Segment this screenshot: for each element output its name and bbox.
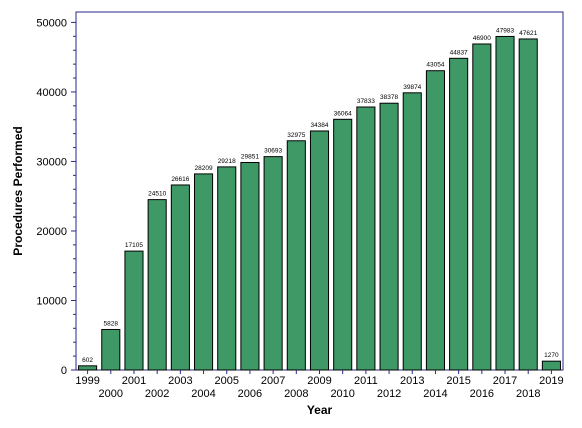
x-tick-label: 2014 bbox=[423, 388, 447, 400]
x-axis-title: Year bbox=[307, 403, 333, 417]
y-axis-title: Procedures Performed bbox=[11, 126, 25, 255]
bar bbox=[170, 184, 190, 371]
x-tick-label: 1999 bbox=[75, 375, 99, 387]
x-tick-label: 2001 bbox=[122, 375, 146, 387]
x-tick-label: 2017 bbox=[493, 375, 517, 387]
bar-value-label: 602 bbox=[82, 357, 93, 364]
bar-value-label: 17105 bbox=[125, 242, 143, 249]
y-tick-label: 30000 bbox=[36, 156, 67, 168]
bar bbox=[240, 161, 260, 371]
x-tick-label: 2013 bbox=[400, 375, 424, 387]
y-tick-label: 20000 bbox=[36, 226, 67, 238]
x-tick-label: 2008 bbox=[284, 388, 308, 400]
bar-value-label: 47621 bbox=[519, 30, 537, 37]
bar-value-label: 32975 bbox=[287, 132, 305, 139]
bar bbox=[309, 130, 330, 371]
bar bbox=[147, 199, 167, 371]
x-tick-label: 2016 bbox=[470, 388, 494, 400]
bar bbox=[472, 43, 492, 371]
bar bbox=[495, 35, 515, 371]
bar-value-label: 46900 bbox=[473, 35, 491, 42]
bar bbox=[541, 360, 561, 371]
bar-value-label: 43054 bbox=[426, 62, 444, 69]
bar bbox=[356, 106, 376, 371]
x-tick-label: 2003 bbox=[168, 375, 192, 387]
bar bbox=[518, 38, 538, 371]
bar-value-label: 38378 bbox=[380, 94, 398, 101]
bar-value-label: 30693 bbox=[264, 148, 282, 155]
bar bbox=[286, 140, 306, 371]
bar bbox=[425, 70, 445, 371]
y-tick-label: 0 bbox=[61, 365, 67, 377]
bar-value-label: 44837 bbox=[450, 49, 468, 56]
y-tick-label: 40000 bbox=[36, 87, 67, 99]
bar-value-label: 26616 bbox=[171, 176, 189, 183]
x-tick-label: 2002 bbox=[145, 388, 169, 400]
bar-value-label: 24510 bbox=[148, 191, 166, 198]
x-tick-label: 2011 bbox=[354, 375, 378, 387]
x-tick-label: 2007 bbox=[261, 375, 285, 387]
bar bbox=[78, 365, 98, 371]
bar bbox=[333, 118, 353, 371]
bar-value-label: 29851 bbox=[241, 153, 259, 160]
y-tick-label: 10000 bbox=[36, 295, 67, 307]
x-tick-label: 2005 bbox=[214, 375, 238, 387]
bar-value-label: 47983 bbox=[496, 27, 514, 34]
x-tick-label: 2004 bbox=[191, 388, 215, 400]
bar bbox=[263, 156, 283, 371]
bar-value-label: 5828 bbox=[104, 320, 119, 327]
x-tick-label: 2000 bbox=[99, 388, 123, 400]
x-tick-label: 2012 bbox=[377, 388, 401, 400]
bar bbox=[449, 57, 469, 371]
bar bbox=[101, 328, 121, 371]
y-tick-label: 50000 bbox=[36, 17, 67, 29]
bar-value-label: 39874 bbox=[403, 84, 421, 91]
bar-value-label: 29218 bbox=[218, 158, 236, 165]
bar bbox=[379, 102, 399, 371]
x-tick-label: 2018 bbox=[516, 388, 540, 400]
bar-value-label: 34384 bbox=[310, 122, 328, 129]
bar bbox=[194, 173, 214, 371]
plot-area: 0 10000 20000 30000 40000 50000 602 1999 5828 200… bbox=[36, 11, 564, 400]
bar-value-label: 36064 bbox=[334, 110, 352, 117]
x-tick-label: 2009 bbox=[307, 375, 331, 387]
bar-value-label: 37833 bbox=[357, 98, 375, 105]
x-tick-label: 2019 bbox=[539, 375, 563, 387]
bar bbox=[402, 92, 422, 371]
bar-value-label: 28209 bbox=[195, 165, 213, 172]
x-tick-label: 2015 bbox=[446, 375, 470, 387]
x-tick-label: 2006 bbox=[238, 388, 262, 400]
bar bbox=[217, 166, 237, 371]
bar-value-label: 1270 bbox=[544, 352, 559, 359]
x-tick-label: 2010 bbox=[330, 388, 354, 400]
bar bbox=[124, 250, 144, 371]
